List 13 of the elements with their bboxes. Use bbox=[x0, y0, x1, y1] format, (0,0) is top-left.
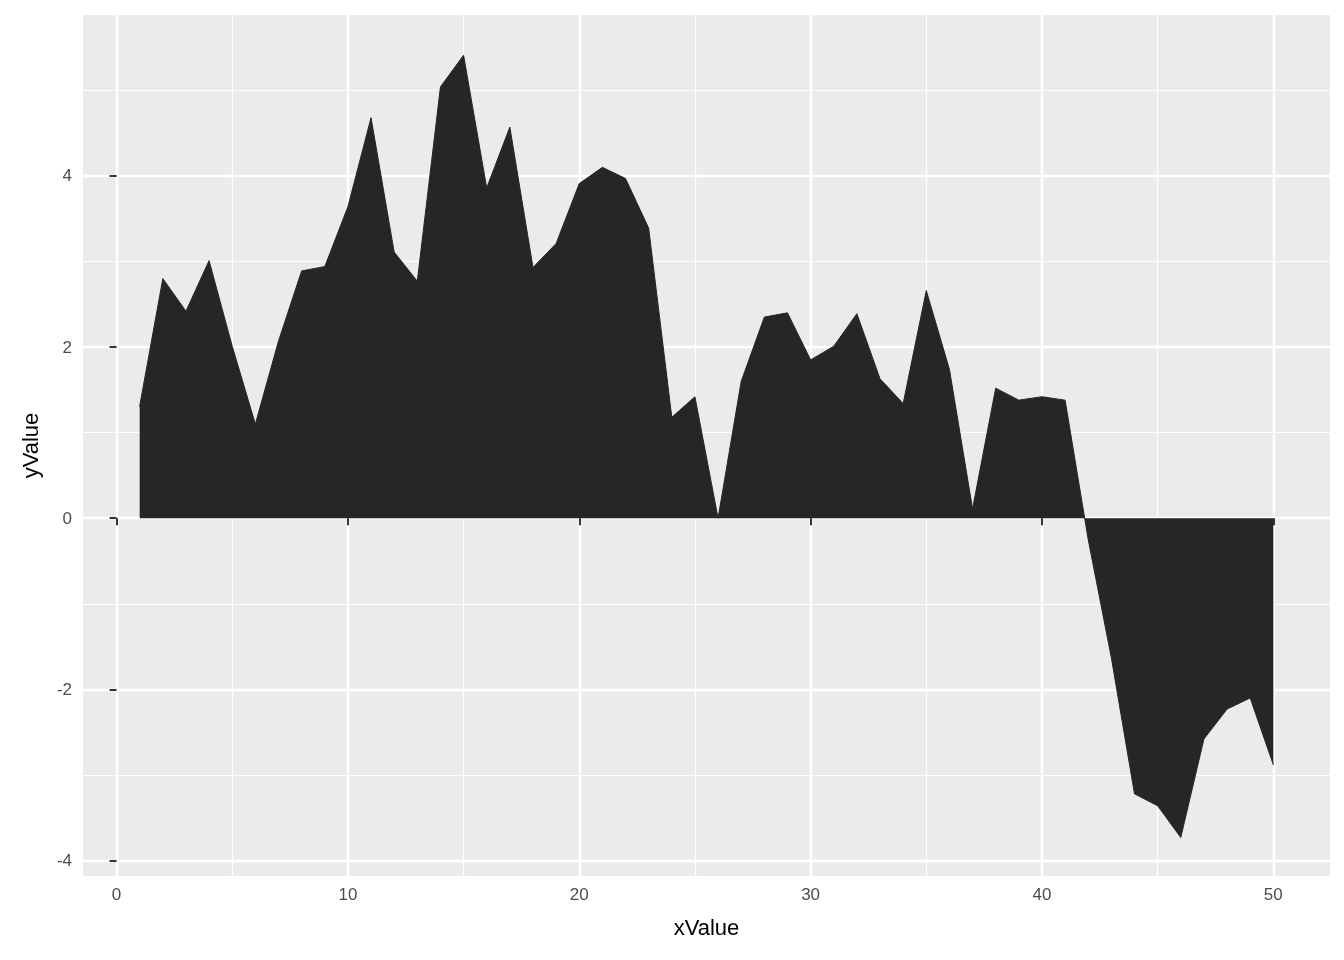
x-tick-label: 50 bbox=[1263, 885, 1283, 904]
y-tick-label: 4 bbox=[62, 166, 72, 186]
x-tick-label: 0 bbox=[111, 885, 122, 904]
y-tick-label: -2 bbox=[56, 679, 72, 699]
y-axis-title: yValue bbox=[17, 412, 43, 479]
x-tick-label: 10 bbox=[338, 885, 358, 904]
x-axis-title: xValue bbox=[673, 914, 740, 940]
x-tick-label: 30 bbox=[801, 885, 821, 904]
y-tick-label: 0 bbox=[62, 508, 72, 528]
y-tick-label: 2 bbox=[62, 337, 72, 357]
x-tick-label: 20 bbox=[569, 885, 589, 904]
y-tick-label: -4 bbox=[56, 851, 72, 871]
x-tick-label: 40 bbox=[1032, 885, 1052, 904]
